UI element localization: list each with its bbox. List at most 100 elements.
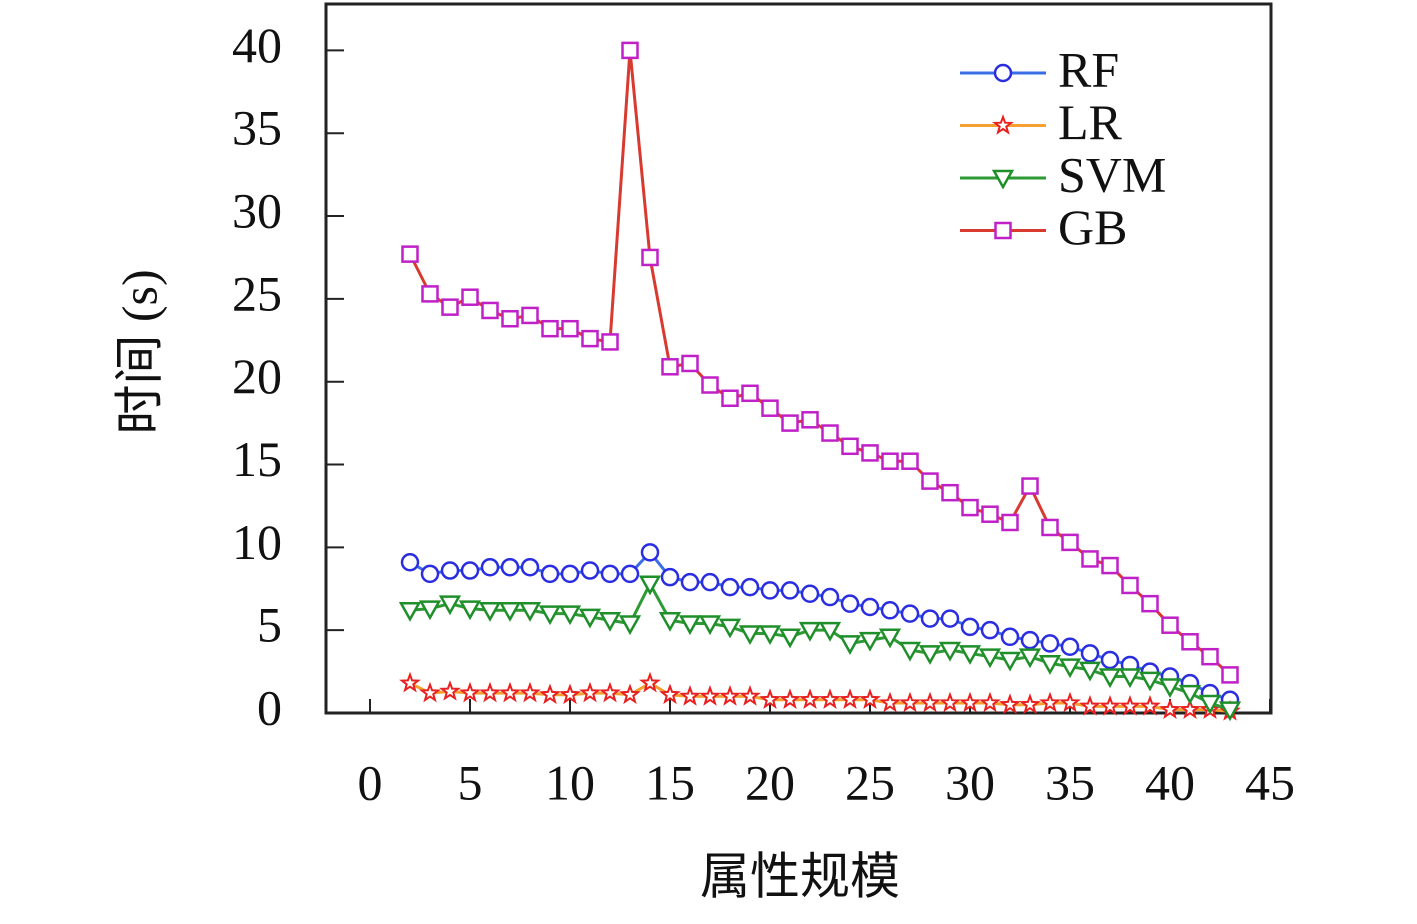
x-tick-label: 25: [845, 754, 895, 810]
marker: [1158, 678, 1182, 699]
x-tick-label: 5: [458, 754, 483, 810]
marker: [579, 681, 601, 703]
marker: [680, 572, 700, 592]
x-tick-label: 45: [1245, 754, 1295, 810]
marker: [1001, 513, 1019, 532]
y-tick-label: 0: [257, 679, 282, 735]
marker: [1101, 556, 1119, 575]
marker: [1179, 698, 1201, 719]
marker: [859, 688, 881, 709]
marker: [939, 691, 961, 713]
marker: [838, 635, 862, 655]
marker: [1218, 701, 1242, 722]
marker: [398, 602, 422, 622]
marker: [719, 685, 741, 706]
marker: [1059, 691, 1081, 713]
marker: [519, 681, 541, 703]
marker: [779, 688, 801, 709]
legend-label: RF: [1058, 41, 1119, 97]
marker: [1118, 668, 1142, 689]
marker: [1080, 644, 1100, 663]
marker: [1121, 576, 1139, 595]
y-tick-label: 40: [232, 17, 282, 73]
marker: [720, 577, 740, 597]
marker: [940, 609, 960, 628]
marker: [559, 683, 581, 705]
marker: [918, 645, 942, 665]
marker: [818, 621, 842, 642]
marker: [1039, 691, 1061, 713]
marker: [700, 572, 720, 592]
marker: [1181, 633, 1199, 651]
marker: [841, 437, 859, 456]
legend-label: LR: [1058, 94, 1123, 150]
marker: [438, 595, 462, 616]
marker: [978, 648, 1002, 669]
marker: [781, 414, 799, 432]
marker: [1141, 594, 1159, 613]
marker: [758, 625, 782, 646]
marker: [938, 641, 962, 662]
marker: [401, 245, 419, 263]
marker: [620, 564, 640, 584]
marker: [478, 602, 502, 622]
marker: [640, 543, 660, 562]
marker: [759, 688, 781, 709]
marker: [600, 564, 620, 584]
marker: [1078, 661, 1102, 682]
marker: [993, 63, 1013, 83]
marker: [740, 577, 760, 597]
marker: [741, 384, 759, 403]
marker: [898, 641, 922, 662]
legend-label: SVM: [1058, 146, 1166, 202]
x-tick-label: 0: [358, 754, 383, 810]
marker: [578, 608, 602, 629]
marker: [839, 688, 861, 709]
marker: [1040, 634, 1060, 653]
marker: [459, 681, 481, 703]
marker: [1000, 627, 1020, 647]
marker: [1079, 695, 1101, 716]
marker: [981, 505, 999, 523]
marker: [580, 561, 600, 580]
marker: [861, 444, 879, 462]
marker: [558, 605, 582, 626]
marker: [480, 557, 500, 577]
marker: [880, 601, 900, 620]
marker: [399, 671, 421, 693]
marker: [560, 564, 580, 584]
marker: [739, 685, 761, 706]
marker: [1041, 518, 1059, 537]
marker: [619, 683, 641, 705]
marker: [539, 683, 561, 705]
marker: [1081, 550, 1099, 568]
marker: [439, 680, 461, 701]
marker: [1198, 694, 1222, 715]
marker: [639, 671, 661, 693]
marker: [1201, 647, 1219, 666]
marker: [820, 587, 840, 607]
marker: [878, 628, 902, 649]
marker: [521, 306, 539, 325]
marker: [1161, 616, 1179, 634]
marker: [418, 600, 442, 621]
marker: [500, 557, 520, 577]
marker: [660, 567, 680, 587]
marker: [1060, 637, 1080, 656]
marker: [1100, 650, 1120, 670]
marker: [1178, 684, 1202, 705]
y-axis-label: 时间 (s): [111, 269, 167, 434]
marker: [899, 691, 921, 713]
x-tick-label: 10: [545, 754, 595, 810]
marker: [518, 602, 542, 622]
marker: [1018, 648, 1042, 669]
marker: [1038, 655, 1062, 675]
x-tick-label: 20: [745, 754, 795, 810]
marker: [1159, 698, 1181, 719]
marker: [959, 691, 981, 713]
marker: [661, 358, 679, 376]
marker: [840, 594, 860, 613]
marker: [960, 617, 980, 637]
marker: [1021, 477, 1039, 495]
